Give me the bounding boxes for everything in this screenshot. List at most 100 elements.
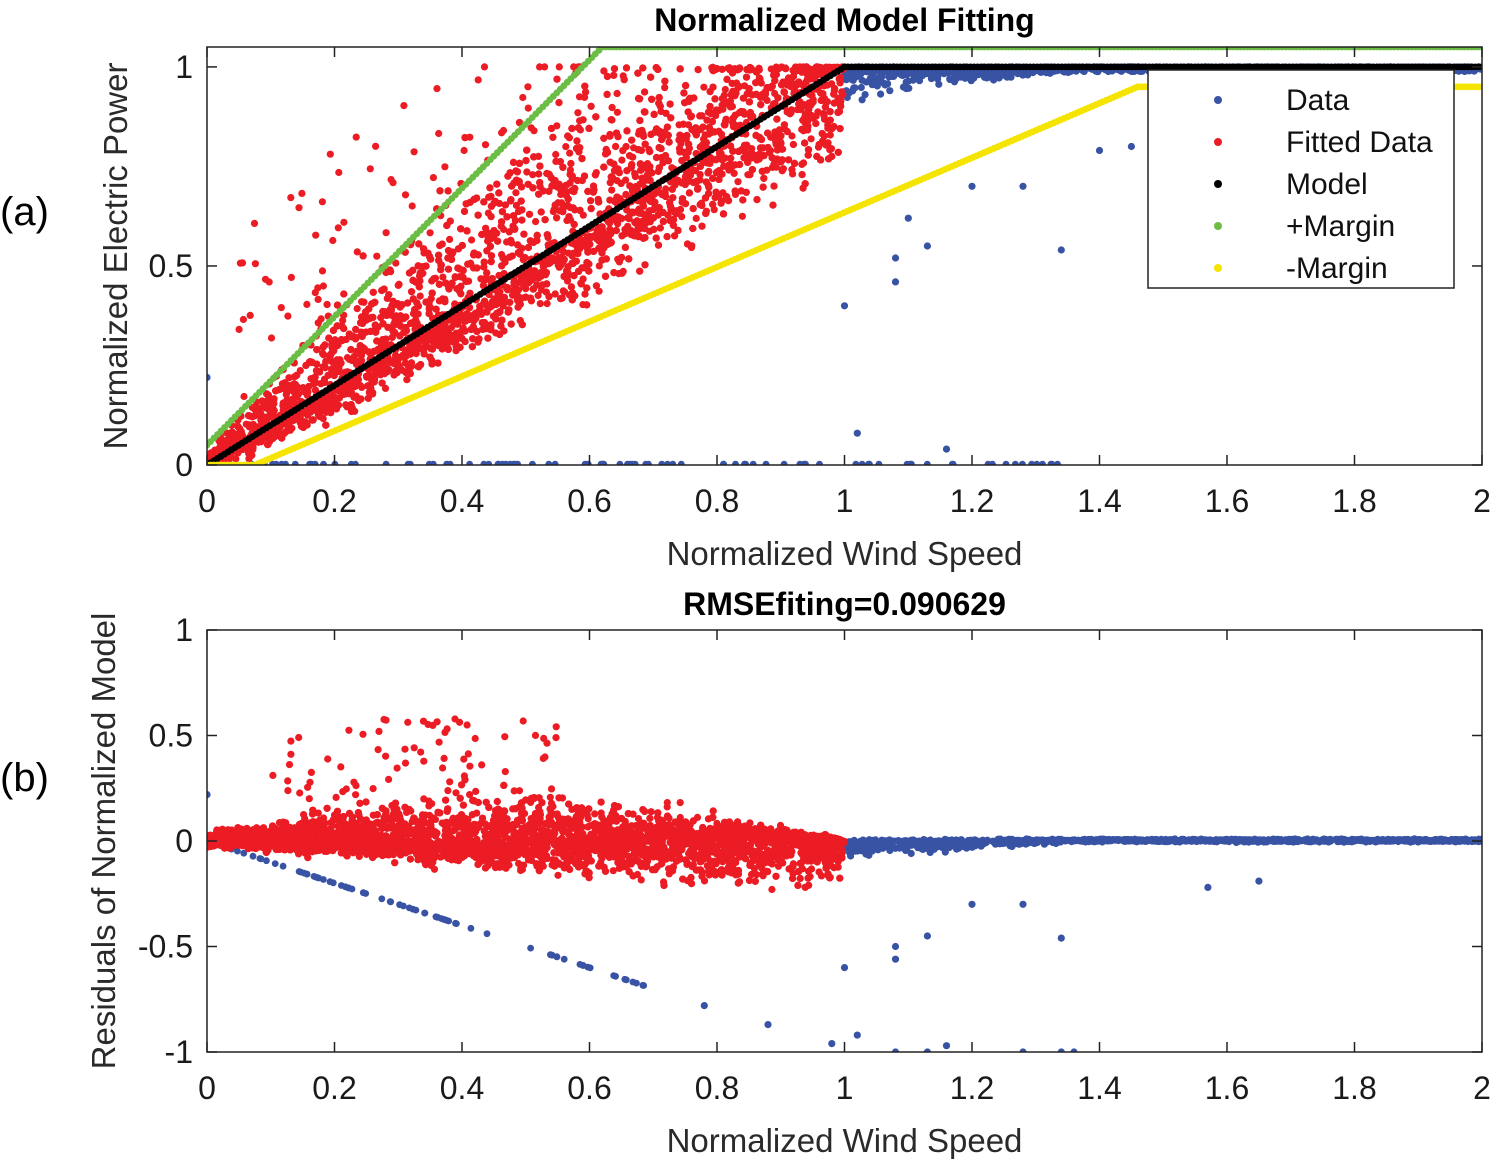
data-point — [347, 460, 355, 465]
data-point — [980, 73, 989, 81]
fitted-point — [807, 135, 815, 143]
data-point — [495, 460, 502, 465]
data-point — [949, 460, 957, 465]
fitted-point — [353, 305, 361, 313]
fitted-point — [738, 212, 747, 220]
data-point — [406, 460, 414, 465]
fitted-point — [377, 314, 385, 322]
fitted-point — [585, 124, 593, 132]
fitted-point — [532, 218, 540, 226]
data-point — [1012, 460, 1019, 465]
data-point — [858, 460, 866, 465]
fitted-point — [600, 67, 608, 75]
data-point — [796, 460, 804, 465]
data-point — [874, 74, 883, 82]
fitted-point — [536, 300, 544, 308]
fitted-point — [385, 291, 393, 299]
fitted-point — [323, 300, 331, 309]
data-point — [658, 460, 666, 465]
data-point — [861, 91, 869, 99]
fitted-point — [486, 184, 494, 192]
data-point — [485, 460, 493, 465]
fitted-point — [708, 118, 717, 126]
data-point — [551, 460, 559, 465]
fitted-point — [613, 108, 622, 116]
data-point — [994, 72, 1002, 80]
data-point — [884, 80, 892, 88]
data-point — [545, 460, 553, 465]
fitted-point — [780, 121, 789, 129]
fitted-point — [543, 300, 551, 308]
data-point — [599, 460, 607, 465]
data-point — [1048, 460, 1056, 465]
fitted-point — [618, 156, 626, 164]
fitted-point — [608, 116, 616, 124]
fitted-point — [553, 122, 561, 130]
data-point — [923, 460, 931, 465]
data-point — [850, 84, 858, 92]
data-point — [510, 460, 517, 465]
fitted-point — [506, 298, 514, 306]
data-point — [1054, 460, 1061, 465]
fitted-point — [555, 99, 563, 107]
data-point — [677, 460, 685, 465]
data-point — [466, 460, 473, 465]
fitted-point — [378, 379, 386, 387]
data-point — [429, 460, 437, 465]
data-layer — [207, 47, 1482, 465]
fitted-point — [621, 243, 630, 251]
data-point — [1002, 460, 1010, 465]
data-point — [780, 460, 788, 465]
fitted-point — [381, 384, 390, 392]
data-point — [502, 460, 510, 465]
fitted-point — [485, 193, 493, 201]
data-point — [845, 89, 853, 97]
fitted-point — [408, 288, 416, 296]
fitted-point — [484, 334, 492, 342]
data-point — [732, 460, 739, 465]
data-point — [875, 460, 883, 465]
fitted-point — [618, 232, 626, 240]
data-point — [904, 77, 912, 85]
fitted-point — [812, 119, 820, 128]
fitted-point — [757, 101, 765, 109]
fitted-point — [518, 216, 526, 224]
panel-label-b: (b) — [0, 756, 49, 800]
data-point — [865, 460, 872, 465]
data-point — [877, 90, 885, 98]
data-point — [291, 460, 299, 465]
fitted-point — [373, 252, 381, 260]
data-point — [320, 460, 327, 465]
fitted-point — [606, 196, 614, 204]
fitted-point — [444, 265, 453, 273]
data-point — [903, 460, 911, 465]
data-point — [989, 460, 996, 465]
fitted-point — [518, 321, 526, 329]
fitted-point — [746, 108, 755, 117]
fitted-point — [595, 262, 603, 270]
fitted-point — [416, 292, 424, 300]
data-point — [742, 460, 749, 465]
data-point — [443, 460, 451, 465]
fitted-point — [520, 230, 528, 238]
data-point — [720, 460, 727, 465]
data-point — [858, 96, 866, 104]
fitted-point — [523, 168, 531, 176]
fitted-point — [694, 66, 702, 74]
data-point — [382, 460, 390, 465]
data-point — [802, 460, 809, 465]
fitted-point — [826, 131, 834, 139]
fitted-point — [773, 115, 781, 123]
data-point — [282, 460, 289, 465]
data-point — [272, 460, 280, 465]
data-point — [616, 460, 624, 465]
data-point — [749, 460, 757, 465]
fitted-point — [661, 84, 669, 92]
fitted-point — [734, 178, 742, 186]
fitted-point — [583, 284, 591, 292]
data-point — [868, 79, 876, 87]
data-point — [762, 460, 770, 465]
fitted-point — [567, 159, 575, 168]
fitted-point — [512, 201, 521, 209]
